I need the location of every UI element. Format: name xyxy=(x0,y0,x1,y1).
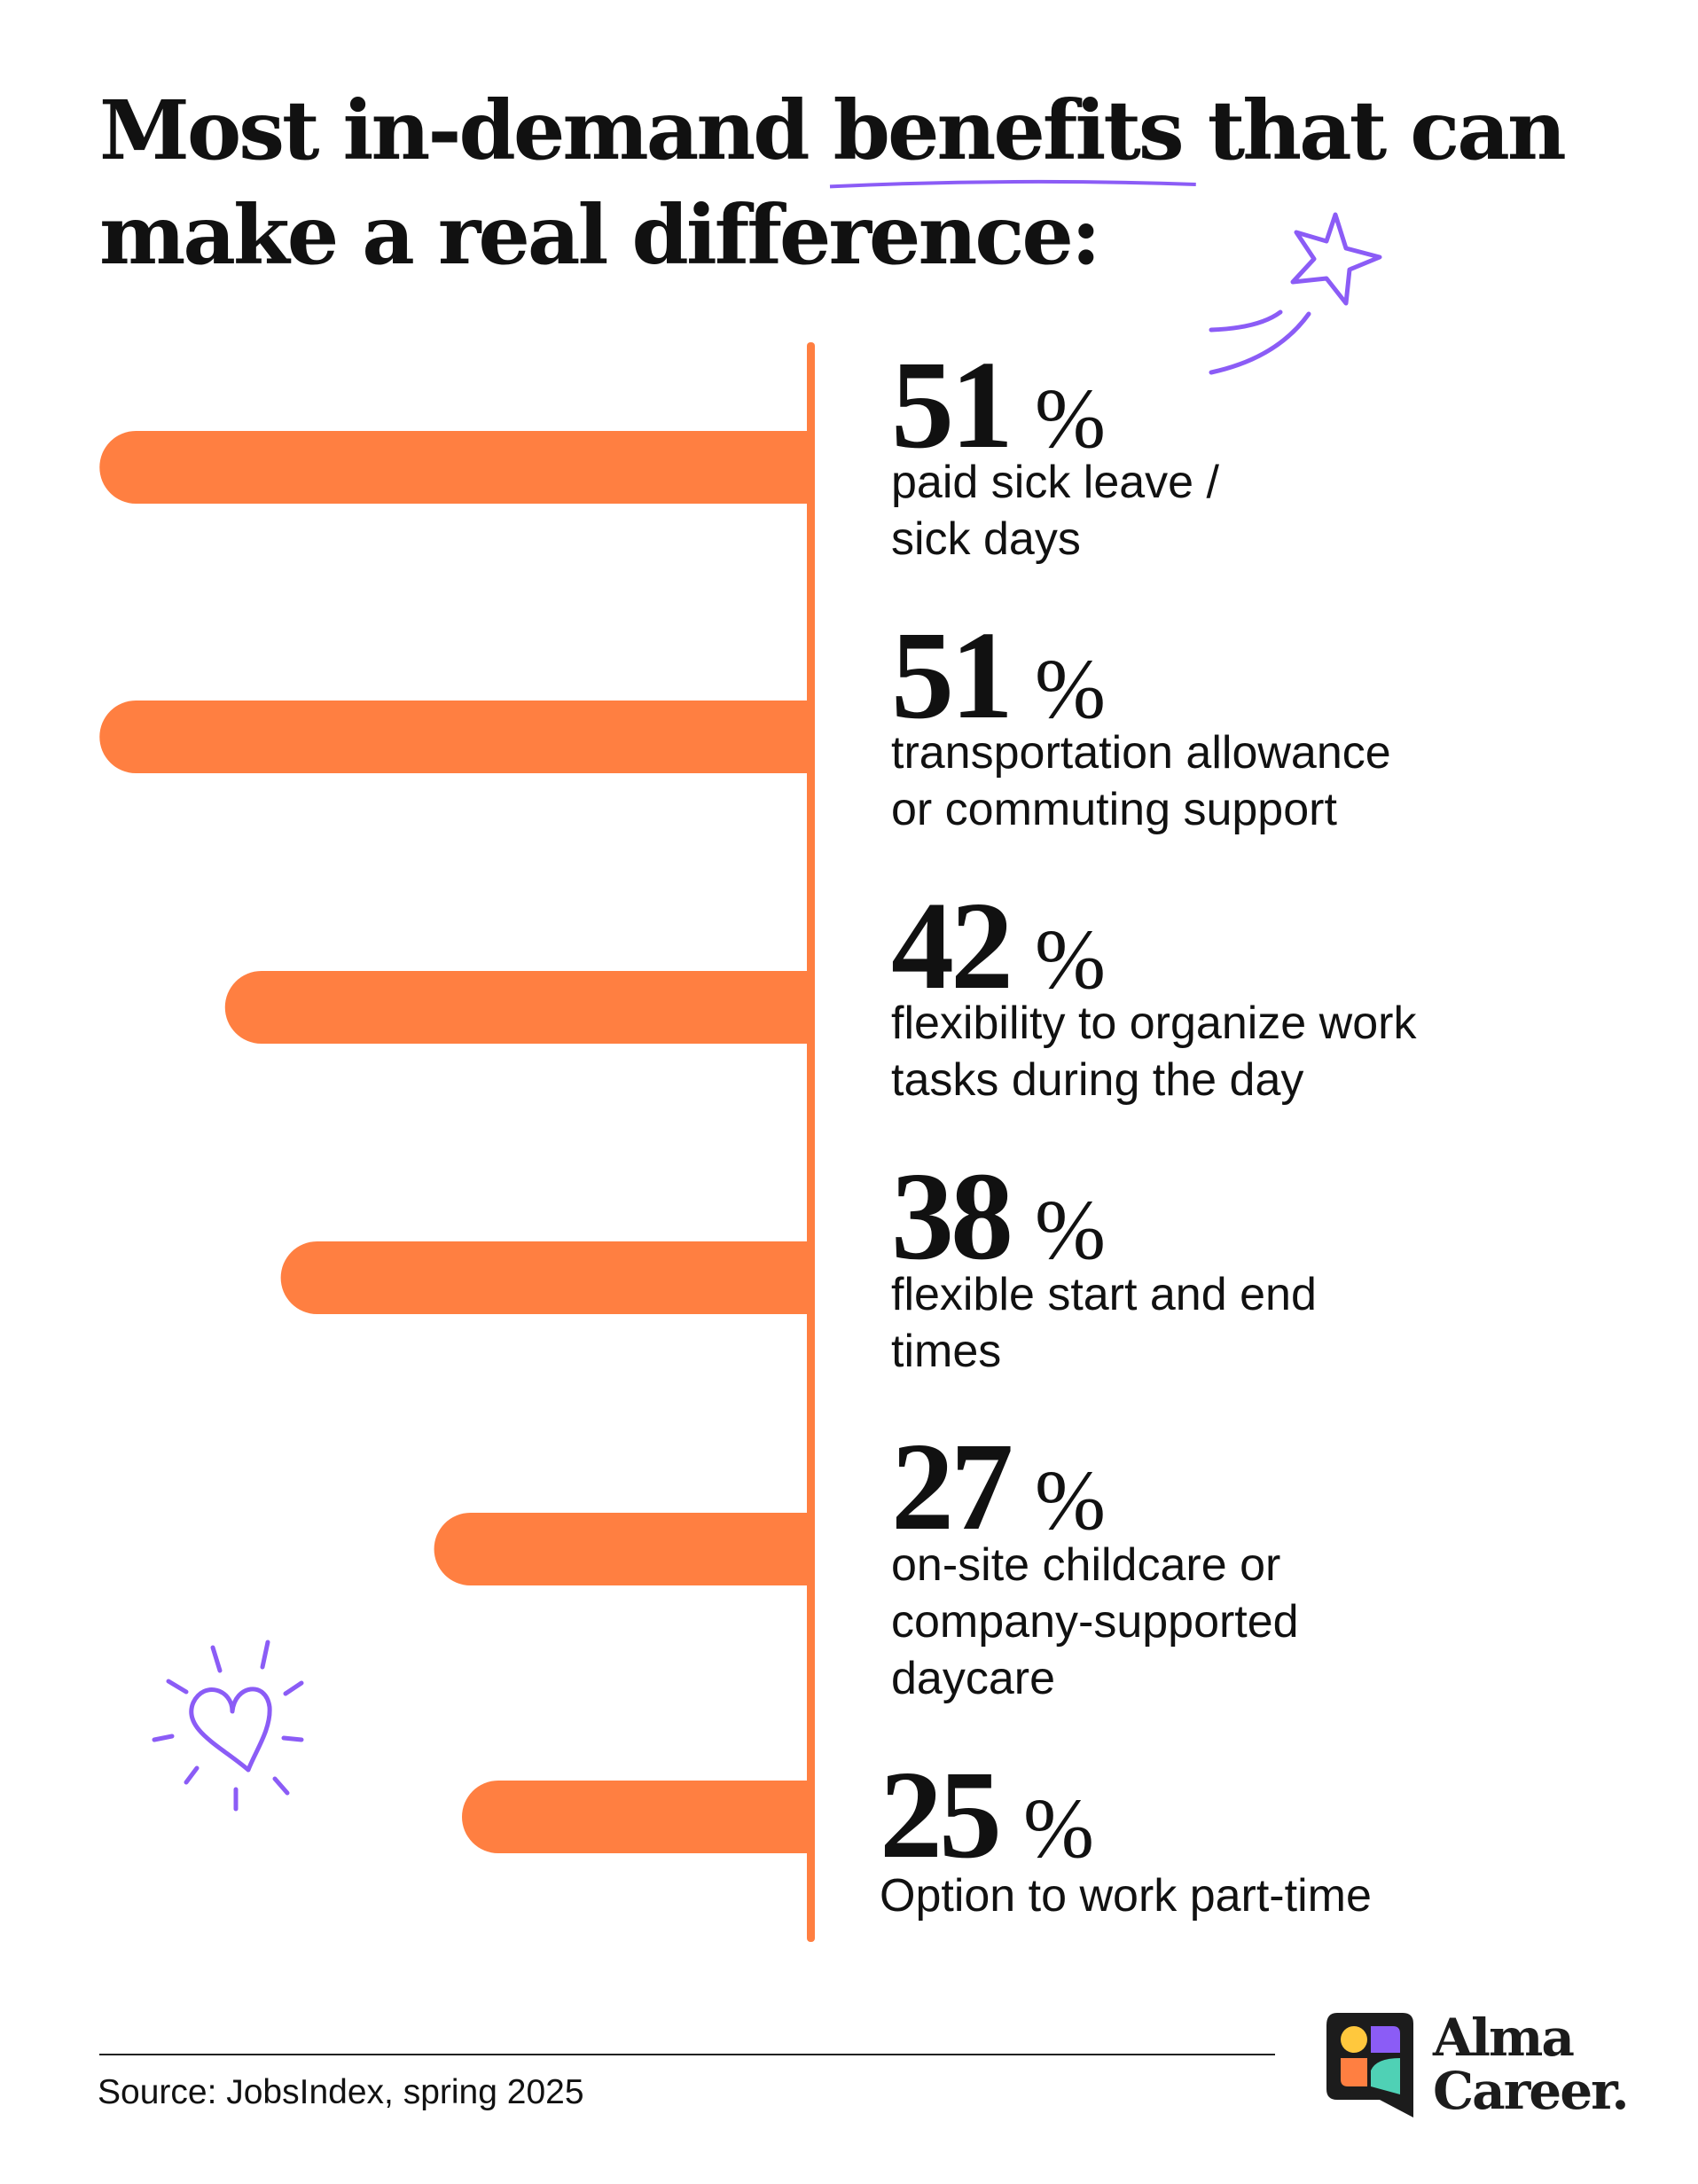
value-label: 25% xyxy=(880,1751,1094,1877)
title-highlight-text: benefits xyxy=(833,82,1185,178)
category-label: Option to work part-time xyxy=(880,1870,1372,1922)
source-text: Source: JobsIndex, spring 2025 xyxy=(98,2073,584,2111)
value-unit: % xyxy=(1035,641,1106,736)
value-label: 38% xyxy=(891,1153,1106,1279)
axis-line xyxy=(807,342,815,1942)
page-title: Most in-demand benefits that can make a r… xyxy=(99,78,1567,287)
title-part: Most in-demand xyxy=(99,82,833,178)
value-label: 51% xyxy=(891,341,1106,467)
bar xyxy=(99,701,811,773)
bar xyxy=(434,1513,810,1585)
bar xyxy=(280,1241,810,1314)
value-number: 42 xyxy=(891,875,1013,1015)
bar xyxy=(462,1781,810,1853)
bar xyxy=(99,431,811,504)
value-number: 27 xyxy=(891,1416,1013,1556)
value-unit: % xyxy=(1023,1781,1094,1875)
value-unit: % xyxy=(1035,912,1106,1006)
underline-stroke xyxy=(830,174,1196,195)
value-label: 51% xyxy=(891,612,1106,738)
category-label: transportation allowance or commuting su… xyxy=(891,727,1391,835)
category-label: paid sick leave / sick days xyxy=(891,457,1219,565)
value-label: 27% xyxy=(891,1423,1106,1549)
value-number: 38 xyxy=(891,1146,1013,1286)
value-unit: % xyxy=(1035,1452,1106,1547)
category-label: flexibility to organize work tasks durin… xyxy=(891,998,1417,1106)
alma-career-logo-icon xyxy=(1326,2013,1413,2117)
footer-divider xyxy=(99,2054,1275,2055)
category-label: flexible start and end times xyxy=(891,1269,1317,1377)
bar xyxy=(224,971,810,1044)
shooting-star-icon xyxy=(1209,212,1382,375)
value-unit: % xyxy=(1035,1182,1106,1277)
heart-icon xyxy=(152,1640,304,1812)
value-unit: % xyxy=(1035,371,1106,466)
title-line2: make a real difference: xyxy=(99,187,1101,283)
title-part: that can xyxy=(1181,82,1567,178)
title-highlight: benefits xyxy=(833,78,1182,183)
category-label: on-site childcare or company-supported d… xyxy=(891,1539,1299,1704)
value-number: 25 xyxy=(880,1744,1002,1884)
logo-text: Alma Career. xyxy=(1433,2008,1630,2121)
value-label: 42% xyxy=(891,882,1106,1008)
value-number: 51 xyxy=(891,334,1013,474)
value-number: 51 xyxy=(891,605,1013,745)
